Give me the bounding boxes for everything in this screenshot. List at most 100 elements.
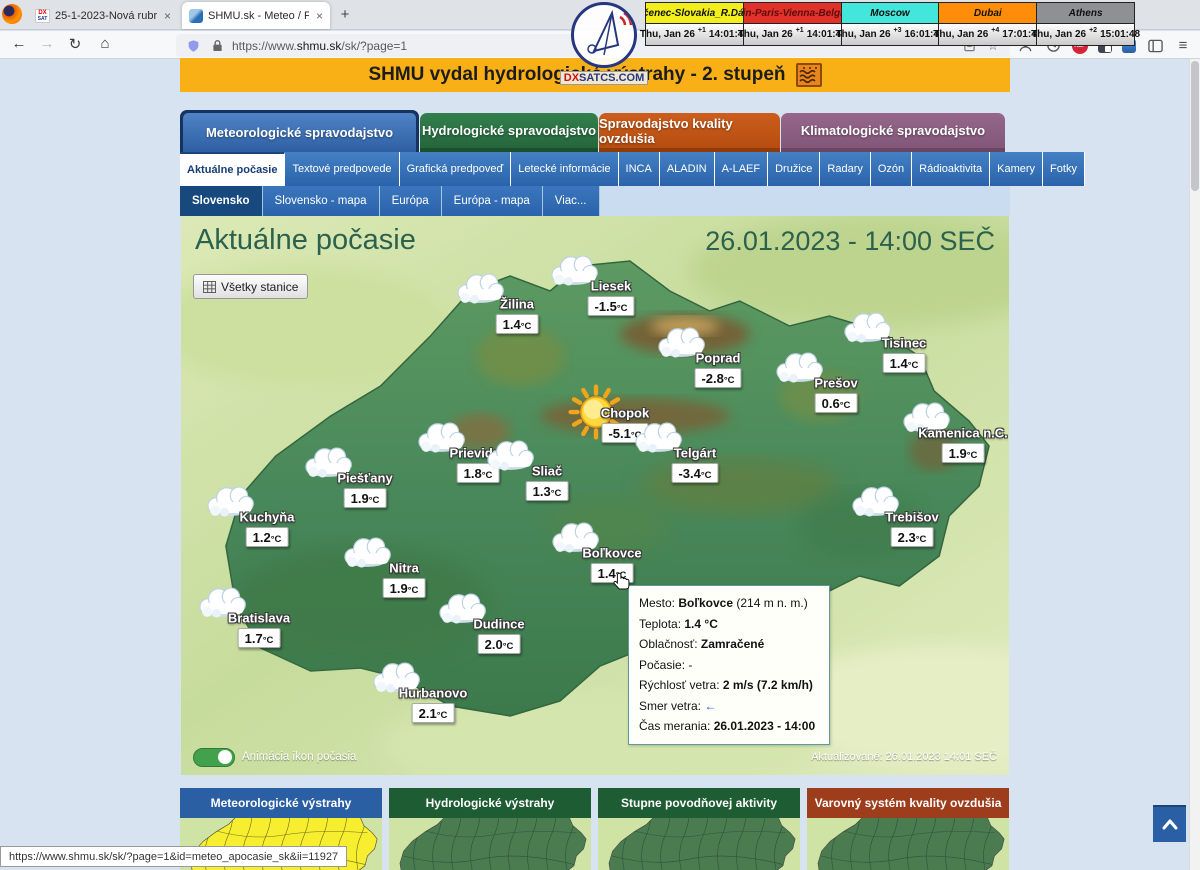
sub-tab-r-dioaktivita[interactable]: Rádioaktivita (912, 152, 991, 186)
sub-tab-aktu-lne-po-asie[interactable]: Aktuálne počasie (180, 152, 286, 186)
chevron-up-icon (1162, 819, 1177, 830)
scrollbar-thumb[interactable] (1191, 61, 1199, 191)
scroll-to-top-button[interactable] (1153, 805, 1186, 842)
dxsatcs-logo: DXSATCS.COM (556, 2, 652, 88)
map-title: Aktuálne počasie (195, 224, 416, 256)
main-tab-spravodajstvo-kvality-ovzdu-ia[interactable]: Spravodajstvo kvality ovzdušia (599, 113, 780, 152)
sub-tab-fotky[interactable]: Fotky (1043, 152, 1085, 186)
browser-tab-1[interactable]: DXSAT 25-1-2023-Nová rubrika MULTISTR × (28, 2, 178, 29)
station-temperature[interactable]: 1.9°C (941, 443, 985, 463)
station-name: Piešťany (337, 470, 393, 486)
satellite-dish-logo-icon (571, 2, 637, 68)
station-temperature[interactable]: 1.4°C (495, 314, 539, 334)
lock-icon[interactable] (208, 37, 226, 55)
slovakia-weather-map[interactable]: Aktuálne počasie 26.01.2023 - 14:00 SEČ … (181, 216, 1009, 775)
page-scrollbar[interactable] (1189, 59, 1200, 870)
tooltip-row: Oblačnosť: Zamračené (639, 637, 765, 651)
panel-stupne-povod-ovej-aktivity[interactable]: Stupne povodňovej aktivity (598, 788, 800, 870)
clock-city-label: Lučenec-Slovakia_R.Dávid (646, 3, 743, 24)
tracking-shield-icon[interactable] (184, 37, 202, 55)
panel-map-thumbnail[interactable] (598, 818, 800, 870)
station-name: Poprad (695, 350, 741, 366)
station-temperature[interactable]: 1.3°C (525, 481, 569, 501)
station-name: Trebišov (885, 509, 939, 525)
main-tab-hydrologick-spravodajstvo[interactable]: Hydrologické spravodajstvo (420, 113, 598, 152)
station-temperature[interactable]: -3.4°C (671, 463, 719, 483)
region-tab-eur-pa-mapa[interactable]: Európa - mapa (441, 186, 543, 216)
firefox-icon (2, 4, 22, 24)
panel-map-thumbnail[interactable] (389, 818, 591, 870)
station-temperature[interactable]: 1.8°C (456, 463, 500, 483)
map-updated-timestamp: Aktualizované: 26.01.2023 14:01 SEČ (811, 751, 997, 763)
cloud-icon (485, 436, 537, 472)
panel-hydrologick-v-strahy[interactable]: Hydrologické výstrahy (389, 788, 591, 870)
station-temperature[interactable]: 1.9°C (382, 578, 426, 598)
station-temperature[interactable]: 2.0°C (477, 634, 521, 654)
tab-close-icon[interactable]: × (163, 8, 171, 23)
tab-close-icon[interactable]: × (315, 8, 323, 23)
sub-tab-radary[interactable]: Radary (820, 152, 871, 186)
station-temperature[interactable]: 2.1°C (411, 703, 455, 723)
tooltip-row: Počasie: - (639, 657, 693, 672)
station-temperature[interactable]: 1.2°C (245, 527, 289, 547)
home-button[interactable]: ⌂ (100, 35, 110, 52)
region-tab-slovensko[interactable]: Slovensko (180, 186, 263, 216)
panel-varovn-syst-m-kvality-ovzdu-ia[interactable]: Varovný systém kvality ovzdušia (807, 788, 1009, 870)
station-name: Chopok (600, 405, 650, 421)
station-temperature[interactable]: 1.7°C (237, 628, 281, 648)
animation-toggle[interactable] (193, 747, 235, 767)
station-temperature[interactable]: -2.8°C (694, 368, 742, 388)
clock-time: Thu, Jan 26 +2 15:01:48 (1031, 24, 1140, 45)
region-tab-viac[interactable]: Viac... (542, 186, 600, 216)
station-temperature[interactable]: 1.9°C (343, 488, 387, 508)
url-text: https://www.shmu.sk/sk/?page=1 (232, 38, 408, 53)
panel-title[interactable]: Varovný systém kvality ovzdušia (807, 788, 1009, 818)
reload-button[interactable]: ↻ (68, 36, 82, 53)
back-button[interactable]: ← (11, 35, 27, 52)
main-tab-meteorologick-spravodajstvo[interactable]: Meteorologické spravodajstvo (180, 110, 419, 152)
region-tabs: Slovensko Slovensko - mapa Európa Európa - … (180, 186, 1010, 216)
station-temperature[interactable]: 1.4°C (882, 353, 926, 373)
warning-panels: Meteorologické výstrahy Hydrologické výs… (180, 788, 1010, 870)
sub-tab-dru-ice[interactable]: Družice (768, 152, 821, 186)
station-name: Nitra (389, 560, 419, 576)
clock-city-label: Moscow (841, 3, 939, 24)
clock-lu-enec-slovakia-r-d-vid: Lučenec-Slovakia_R.Dávid Thu, Jan 26+114… (640, 3, 749, 45)
map-footer: Animácia ikon počasia Aktualizované: 26.… (181, 739, 1009, 775)
panel-title[interactable]: Stupne povodňovej aktivity (598, 788, 800, 818)
browser-tab-2-active[interactable]: SHMU.sk - Meteo / Počasie / Hyd × (182, 2, 330, 29)
sub-tab-aladin[interactable]: ALADIN (659, 152, 715, 186)
station-name: Bratislava (227, 610, 291, 626)
meteo-section-tabs: Aktuálne počasie Textové predpovede Grafic… (180, 152, 1085, 186)
all-stations-button[interactable]: Všetky stanice (193, 274, 309, 299)
sub-tab-oz-n[interactable]: Ozón (870, 152, 913, 186)
sub-tab-leteck-inform-cie[interactable]: Letecké informácie (511, 152, 619, 186)
station-name: Sliač (531, 463, 563, 479)
tab-title: 25-1-2023-Nová rubrika MULTISTR (55, 9, 157, 22)
station-name: Tisinec (881, 335, 927, 351)
station-temperature[interactable]: -1.5°C (587, 296, 635, 316)
clock-time: Thu, Jan 26 +3 16:01:48 (835, 24, 945, 45)
clock-moscow: Moscow Thu, Jan 26 +3 16:01:48 (835, 3, 945, 45)
region-tab-slovensko-mapa[interactable]: Slovensko - mapa (262, 186, 380, 216)
new-tab-button[interactable]: + (340, 6, 350, 23)
sidebar-icon[interactable] (1146, 37, 1164, 55)
station-temperature[interactable]: 0.6°C (814, 393, 858, 413)
station-name: Kamenica n.C. (918, 425, 1008, 441)
sub-tab-grafick-predpove[interactable]: Grafická predpoveď (399, 152, 512, 186)
station-temperature[interactable]: 2.3°C (890, 527, 934, 547)
panel-title[interactable]: Meteorologické výstrahy (180, 788, 382, 818)
mouse-cursor-hand (613, 572, 630, 597)
sub-tab-textov-predpovede[interactable]: Textové predpovede (285, 152, 400, 186)
forward-button[interactable]: → (39, 35, 55, 52)
panel-title[interactable]: Hydrologické výstrahy (389, 788, 591, 818)
menu-hamburger-icon[interactable]: ≡ (1178, 37, 1188, 54)
main-tab-klimatologick-spravodajstvo[interactable]: Klimatologické spravodajstvo (781, 113, 1005, 152)
sub-tab-a-laef[interactable]: A-LAEF (714, 152, 769, 186)
sub-tab-inca[interactable]: INCA (618, 152, 660, 186)
sub-tab-kamery[interactable]: Kamery (990, 152, 1044, 186)
panel-map-thumbnail[interactable] (807, 818, 1009, 870)
region-tab-eur-pa[interactable]: Európa (379, 186, 442, 216)
dxsat-favicon: DX SAT (35, 8, 50, 23)
